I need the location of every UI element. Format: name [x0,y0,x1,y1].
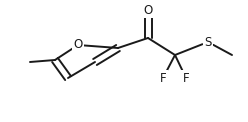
Text: O: O [73,39,83,51]
Text: F: F [160,71,166,85]
Text: F: F [183,71,189,85]
Text: S: S [204,36,212,49]
Text: O: O [143,4,153,16]
